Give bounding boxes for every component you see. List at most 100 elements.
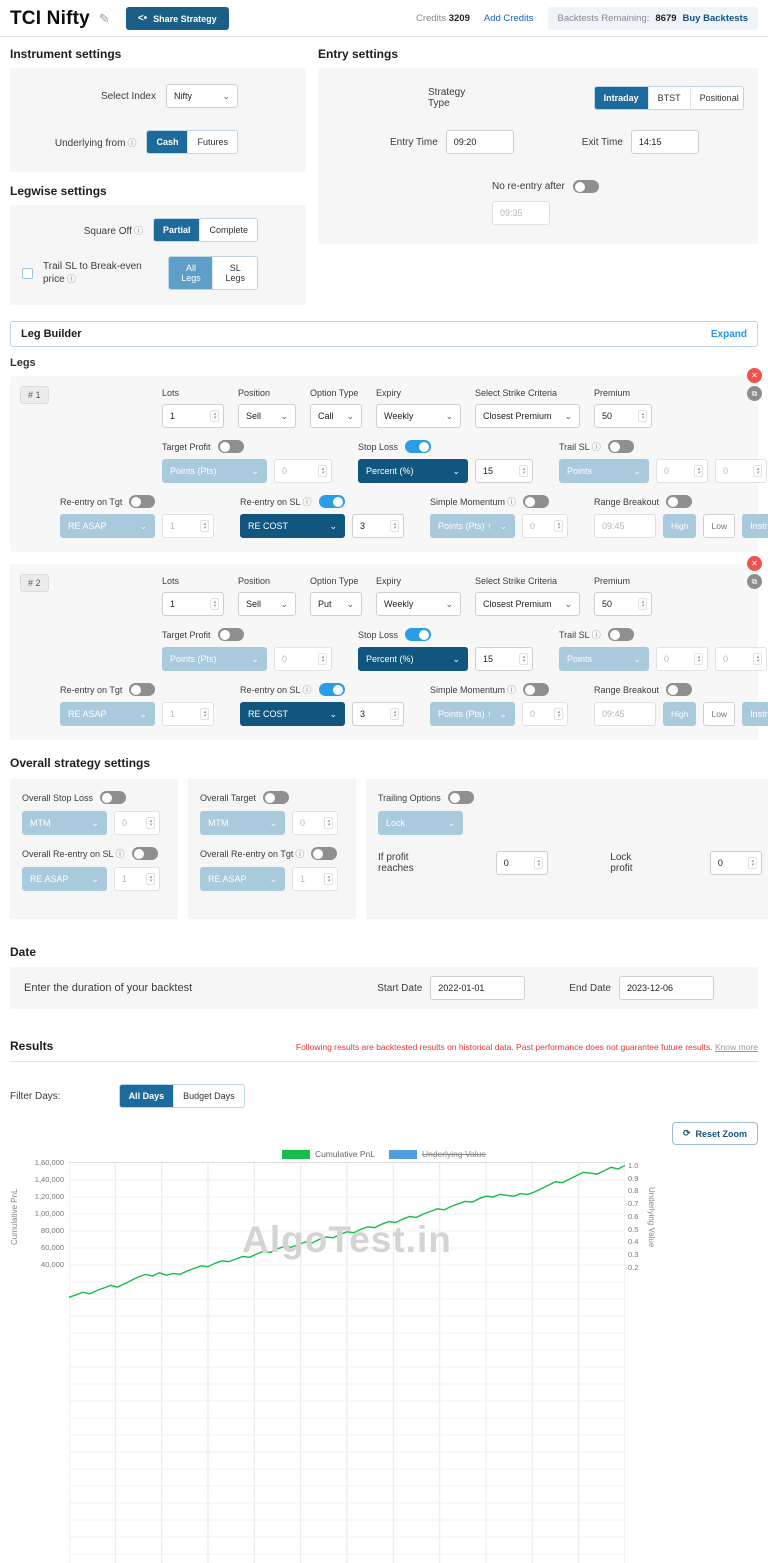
stepper-arrows[interactable]: ▴ ▾ bbox=[390, 520, 399, 532]
strategy-positional-button[interactable]: Positional bbox=[690, 87, 743, 109]
overall-target-toggle[interactable] bbox=[262, 791, 289, 804]
square-off-partial-button[interactable]: Partial bbox=[153, 219, 201, 241]
trail-sl-toggle[interactable] bbox=[607, 440, 634, 453]
info-icon[interactable]: ⓘ bbox=[115, 849, 125, 859]
legend-underlying-value[interactable]: Underlying Value bbox=[388, 1149, 486, 1159]
all-legs-button[interactable]: All Legs bbox=[169, 257, 214, 289]
expiry-select[interactable]: Weekly ⌄ bbox=[376, 404, 461, 428]
trail-sl-breakeven-checkbox[interactable] bbox=[22, 267, 33, 279]
expand-link[interactable]: Expand bbox=[710, 328, 747, 340]
stop-loss-value-input[interactable]: 15 ▴ ▾ bbox=[475, 459, 533, 483]
overall-reentry-tgt-toggle[interactable] bbox=[311, 847, 338, 860]
info-icon[interactable]: ⓘ bbox=[302, 497, 312, 507]
chart-plot-area[interactable]: AlgoTest.in bbox=[69, 1162, 625, 1563]
info-icon[interactable]: ⓘ bbox=[507, 685, 517, 695]
reentry-sl-mode-select[interactable]: RE COST ⌄ bbox=[240, 702, 345, 726]
if-profit-reaches-input[interactable]: 0 ▴ ▾ bbox=[495, 851, 548, 875]
range-high-button[interactable]: High bbox=[663, 702, 697, 726]
reentry-tgt-toggle[interactable] bbox=[129, 495, 156, 508]
overall-stop-loss-toggle[interactable] bbox=[100, 791, 127, 804]
stepper-arrows[interactable]: ▴ ▾ bbox=[638, 410, 647, 422]
edit-title-icon[interactable]: ✎ bbox=[98, 10, 110, 26]
stepper-arrows[interactable]: ▴ ▾ bbox=[210, 598, 219, 610]
buy-backtests-link[interactable]: Buy Backtests bbox=[682, 13, 748, 24]
lots-input[interactable]: 1 ▴ ▾ bbox=[162, 592, 224, 616]
reentry-sl-count-input[interactable]: 3 ▴ ▾ bbox=[352, 514, 404, 538]
know-more-link[interactable]: Know more bbox=[715, 1042, 758, 1052]
no-reentry-after-toggle[interactable] bbox=[572, 180, 599, 193]
sl-legs-button[interactable]: SL Legs bbox=[213, 257, 257, 289]
underlying-cash-button[interactable]: Cash bbox=[147, 131, 189, 153]
info-icon[interactable]: ⓘ bbox=[127, 137, 137, 148]
stepper-arrows[interactable]: ▴ ▾ bbox=[519, 653, 528, 665]
range-breakout-toggle[interactable] bbox=[666, 495, 693, 508]
target-profit-toggle[interactable] bbox=[217, 628, 244, 641]
strategy-btst-button[interactable]: BTST bbox=[648, 87, 691, 109]
lock-profit-input[interactable]: 0 ▴ ▾ bbox=[709, 851, 762, 875]
entry-time-input[interactable]: 09:20 bbox=[445, 130, 514, 154]
stepper-arrows[interactable]: ▴ ▾ bbox=[638, 598, 647, 610]
range-breakout-toggle[interactable] bbox=[666, 683, 693, 696]
underlying-futures-button[interactable]: Futures bbox=[188, 131, 237, 153]
stepper-arrows[interactable]: ▴ ▾ bbox=[210, 410, 219, 422]
all-days-button[interactable]: All Days bbox=[119, 1085, 175, 1107]
simple-momentum-toggle[interactable] bbox=[523, 495, 550, 508]
range-low-button[interactable]: Low bbox=[703, 702, 736, 726]
stepper-arrows[interactable]: ▴ ▾ bbox=[534, 857, 543, 869]
position-select[interactable]: Sell ⌄ bbox=[238, 404, 296, 428]
stop-loss-unit-select[interactable]: Percent (%) ⌄ bbox=[358, 459, 468, 483]
start-date-input[interactable]: 2022-01-01 bbox=[430, 976, 526, 1000]
stepper-arrows[interactable]: ▴ ▾ bbox=[519, 465, 528, 477]
exit-time-input[interactable]: 14:15 bbox=[630, 130, 699, 154]
select-index-dropdown[interactable]: Nifty ⌄ bbox=[166, 84, 238, 108]
reentry-sl-toggle[interactable] bbox=[318, 683, 345, 696]
info-icon[interactable]: ⓘ bbox=[507, 497, 517, 507]
info-icon[interactable]: ⓘ bbox=[66, 274, 76, 284]
reentry-sl-count-input[interactable]: 3 ▴ ▾ bbox=[352, 702, 404, 726]
info-icon[interactable]: ⓘ bbox=[133, 225, 143, 236]
range-low-button[interactable]: Low bbox=[703, 514, 736, 538]
trailing-options-toggle[interactable] bbox=[447, 791, 474, 804]
position-select[interactable]: Sell ⌄ bbox=[238, 592, 296, 616]
simple-momentum-toggle[interactable] bbox=[523, 683, 550, 696]
stepper-arrows[interactable]: ▴ ▾ bbox=[390, 708, 399, 720]
header: TCI Nifty ✎ <• Share Strategy Credits 32… bbox=[10, 0, 758, 36]
strike-criteria-select[interactable]: Closest Premium ⌄ bbox=[475, 592, 580, 616]
stop-loss-unit-select[interactable]: Percent (%) ⌄ bbox=[358, 647, 468, 671]
copy-leg-button[interactable]: ⧉ bbox=[747, 386, 762, 401]
copy-leg-button[interactable]: ⧉ bbox=[747, 574, 762, 589]
legend-cumulative-pnl[interactable]: Cumulative PnL bbox=[281, 1149, 375, 1159]
stop-loss-toggle[interactable] bbox=[405, 440, 432, 453]
expiry-select[interactable]: Weekly ⌄ bbox=[376, 592, 461, 616]
info-icon[interactable]: ⓘ bbox=[302, 685, 312, 695]
budget-days-button[interactable]: Budget Days bbox=[174, 1085, 244, 1107]
reentry-sl-toggle[interactable] bbox=[318, 495, 345, 508]
end-date-input[interactable]: 2023-12-06 bbox=[619, 976, 714, 1000]
premium-input[interactable]: 50 ▴ ▾ bbox=[594, 592, 652, 616]
range-high-button[interactable]: High bbox=[663, 514, 697, 538]
share-strategy-button[interactable]: <• Share Strategy bbox=[125, 7, 229, 30]
delete-leg-button[interactable]: ✕ bbox=[747, 368, 762, 383]
trail-sl-toggle[interactable] bbox=[607, 628, 634, 641]
reentry-sl-mode-select[interactable]: RE COST ⌄ bbox=[240, 514, 345, 538]
option-type-select[interactable]: Call ⌄ bbox=[310, 404, 362, 428]
overall-reentry-sl-toggle[interactable] bbox=[131, 847, 158, 860]
reset-zoom-button[interactable]: ⟳ Reset Zoom bbox=[671, 1122, 758, 1145]
premium-input[interactable]: 50 ▴ ▾ bbox=[594, 404, 652, 428]
strategy-intraday-button[interactable]: Intraday bbox=[594, 87, 649, 109]
strike-criteria-select[interactable]: Closest Premium ⌄ bbox=[475, 404, 580, 428]
reentry-tgt-toggle[interactable] bbox=[129, 683, 156, 696]
info-icon[interactable]: ⓘ bbox=[591, 630, 601, 640]
delete-leg-button[interactable]: ✕ bbox=[747, 556, 762, 571]
info-icon[interactable]: ⓘ bbox=[295, 849, 305, 859]
option-type-select[interactable]: Put ⌄ bbox=[310, 592, 362, 616]
square-off-complete-button[interactable]: Complete bbox=[200, 219, 257, 241]
lots-input[interactable]: 1 ▴ ▾ bbox=[162, 404, 224, 428]
stepper-arrows[interactable]: ▴ ▾ bbox=[748, 857, 757, 869]
stop-loss-value-input[interactable]: 15 ▴ ▾ bbox=[475, 647, 533, 671]
info-icon[interactable]: ⓘ bbox=[591, 442, 601, 452]
add-credits-link[interactable]: Add Credits bbox=[483, 13, 534, 24]
leg-builder-bar[interactable]: Leg Builder Expand bbox=[10, 321, 758, 347]
stop-loss-toggle[interactable] bbox=[405, 628, 432, 641]
target-profit-toggle[interactable] bbox=[217, 440, 244, 453]
